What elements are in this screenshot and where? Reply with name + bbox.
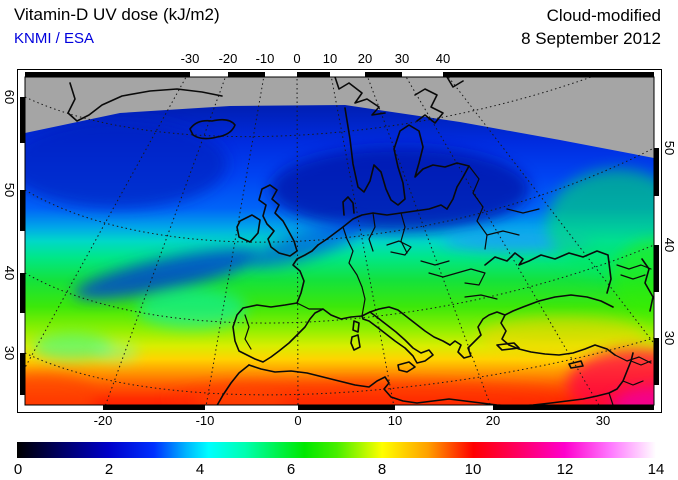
- cloud-features: [25, 119, 654, 405]
- lon-tick-label: -10: [195, 413, 215, 428]
- lat-tick-label: 40: [662, 237, 677, 253]
- lat-tick-label: 40: [2, 265, 17, 281]
- lat-tick-label: 50: [662, 140, 677, 156]
- no-data-region: [25, 77, 654, 158]
- lon-tick-label: 30: [394, 51, 410, 66]
- lon-tick-label: 0: [294, 413, 302, 428]
- colorbar-tick-label: 12: [556, 461, 574, 478]
- graticule: [25, 77, 654, 405]
- colorbar-tick-label: 2: [104, 461, 114, 478]
- page-title: Vitamin-D UV dose (kJ/m2): [14, 5, 220, 24]
- header-right: Cloud-modified 8 September 2012: [521, 4, 661, 50]
- lon-tick-label: 10: [322, 51, 338, 66]
- lat-tick-label: 30: [2, 345, 17, 361]
- source-attribution: KNMI / ESA: [14, 30, 95, 47]
- colorbar-tick-label: 14: [647, 461, 665, 478]
- map-svg: [17, 69, 662, 413]
- lon-tick-label: -20: [218, 51, 238, 66]
- lon-tick-label: 10: [387, 413, 403, 428]
- colorbar-tick-label: 4: [195, 461, 205, 478]
- colorbar-tick-label: 10: [464, 461, 482, 478]
- map-frame: [17, 69, 662, 413]
- lat-tick-label: 50: [2, 182, 17, 198]
- coastlines: [67, 77, 654, 405]
- lon-tick-label: -20: [93, 413, 113, 428]
- lon-tick-label: 40: [435, 51, 451, 66]
- colorbar-tick-label: 0: [13, 461, 23, 478]
- lon-tick-label: 20: [357, 51, 373, 66]
- lon-tick-label: -10: [255, 51, 275, 66]
- lat-tick-label: 60: [2, 89, 17, 105]
- colorbar: [17, 442, 656, 458]
- colorbar-tick-label: 8: [377, 461, 387, 478]
- lon-tick-label: 0: [293, 51, 301, 66]
- lon-tick-label: -30: [180, 51, 200, 66]
- europe-uv-map: [17, 69, 662, 413]
- lon-tick-label: 30: [595, 413, 611, 428]
- mode-label: Cloud-modified: [546, 6, 661, 25]
- country-borders: [342, 165, 540, 317]
- colorbar-tick-label: 6: [286, 461, 296, 478]
- date-label: 8 September 2012: [521, 29, 661, 48]
- lat-tick-label: 30: [662, 330, 677, 346]
- lon-tick-label: 20: [485, 413, 501, 428]
